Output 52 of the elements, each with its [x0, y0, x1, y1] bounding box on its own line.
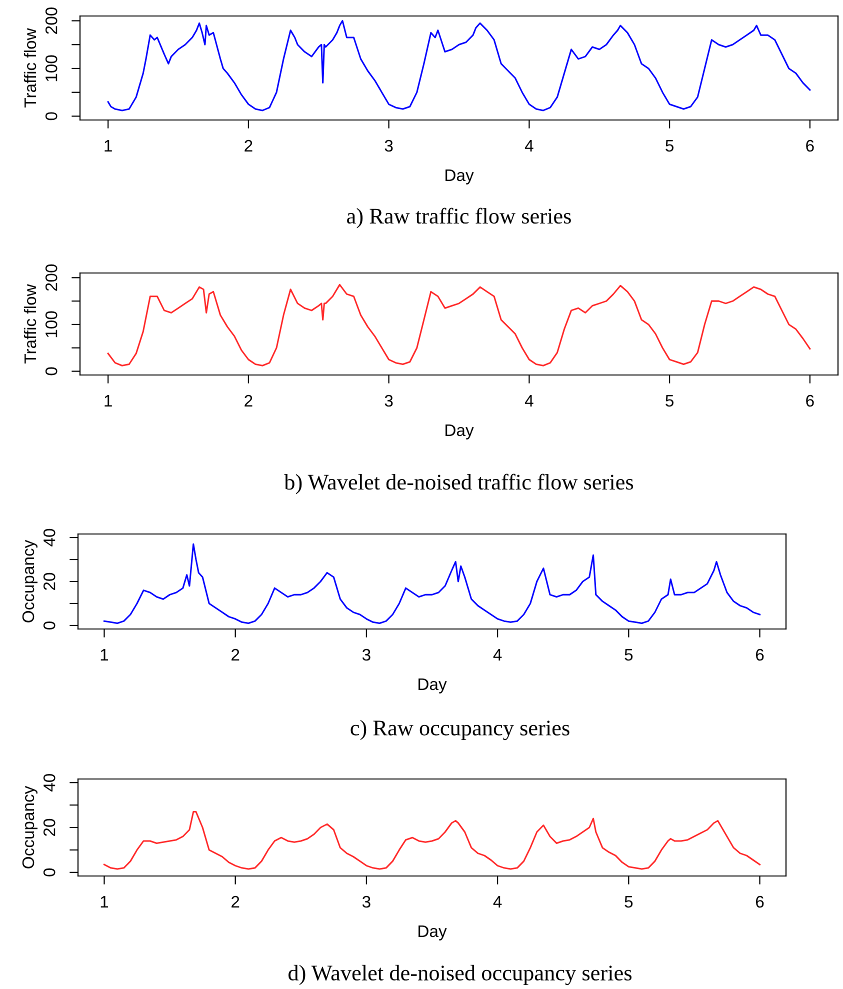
- x-axis-title: Day: [418, 925, 447, 940]
- x-tick-label: 6: [756, 648, 764, 661]
- text: d) Wavelet de-noised occupancy series: [288, 964, 632, 986]
- y-axis-title: Occupancy: [22, 786, 38, 868]
- x-tick-label: 6: [806, 140, 814, 152]
- y-tick-label: 200: [45, 8, 58, 34]
- x-tick-label: 3: [384, 140, 393, 152]
- x-tick-label: 4: [524, 395, 534, 407]
- x-tick-label: 3: [362, 648, 370, 661]
- text: c) Raw occupancy series: [350, 720, 570, 740]
- x-tick-label: 1: [100, 896, 108, 908]
- line-series: [103, 811, 761, 870]
- x-axis-title: Day: [418, 678, 447, 694]
- x-tick-label: 5: [666, 395, 674, 407]
- x-axis-title: Day: [446, 169, 474, 184]
- y-tick-label: 0: [45, 367, 58, 376]
- x-tick-label: 4: [493, 649, 502, 661]
- x-tick-label: 6: [806, 394, 814, 407]
- text: b) Wavelet de-noised traffic flow series: [284, 474, 634, 494]
- y-tick-label: 40: [43, 528, 56, 546]
- x-tick-label: 3: [362, 896, 370, 908]
- x-tick-label: 1: [104, 395, 112, 407]
- x-tick-label: 2: [244, 140, 252, 152]
- y-tick-label: 100: [45, 311, 58, 338]
- y-tick-label: 0: [43, 622, 56, 630]
- x-tick-label: 5: [666, 140, 674, 152]
- line-series: [107, 20, 811, 112]
- y-tick-label: 40: [43, 774, 56, 792]
- line-series: [107, 284, 811, 366]
- y-tick-label: 0: [45, 112, 58, 120]
- y-axis-title: Traffic flow: [24, 284, 36, 364]
- x-tick-label: 1: [104, 140, 112, 152]
- x-tick-label: 2: [244, 394, 252, 407]
- y-tick-label: 20: [43, 818, 56, 836]
- x-tick-label: 4: [493, 896, 502, 908]
- text: a) Raw traffic flow series: [347, 208, 571, 228]
- y-axis-title: Traffic flow: [24, 28, 36, 108]
- y-axis-title: Occupancy: [22, 540, 38, 622]
- x-tick-label: 4: [524, 140, 534, 152]
- x-tick-label: 3: [384, 394, 393, 407]
- x-axis-title: Day: [446, 424, 474, 440]
- x-tick-label: 2: [232, 896, 240, 908]
- y-tick-label: 20: [43, 572, 56, 590]
- x-tick-label: 2: [232, 648, 240, 661]
- x-tick-label: 5: [624, 896, 633, 908]
- x-tick-label: 5: [624, 649, 633, 661]
- y-tick-label: 100: [45, 55, 58, 82]
- x-tick-label: 1: [100, 649, 108, 661]
- line-series: [103, 543, 761, 624]
- y-tick-label: 0: [43, 868, 56, 876]
- y-tick-label: 200: [45, 264, 58, 291]
- x-tick-label: 6: [756, 896, 764, 908]
